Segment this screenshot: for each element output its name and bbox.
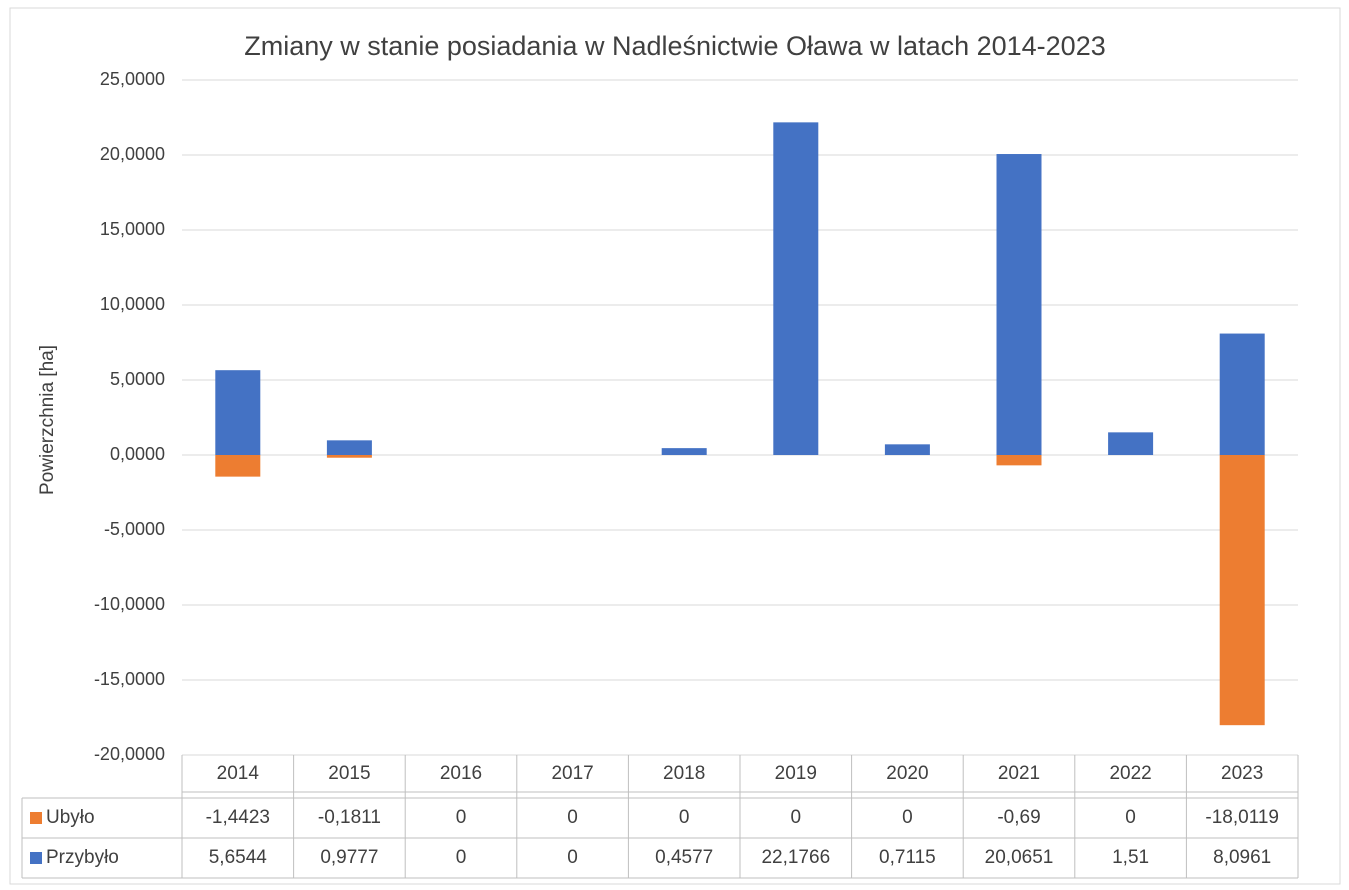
bar bbox=[884, 444, 930, 455]
bar bbox=[996, 154, 1042, 455]
x-tick-label: 2019 bbox=[775, 763, 817, 784]
x-tick-label: 2017 bbox=[551, 763, 593, 784]
table-cell: 0 bbox=[567, 847, 578, 868]
y-axis-label: Powierzchnia [ha] bbox=[37, 345, 58, 495]
table-cell: 0 bbox=[1125, 807, 1136, 828]
table-cell: -0,69 bbox=[997, 807, 1040, 828]
x-tick-label: 2016 bbox=[440, 763, 482, 784]
chart-title: Zmiany w stanie posiadania w Nadleśnictw… bbox=[244, 31, 1105, 61]
x-tick-label: 2022 bbox=[1109, 763, 1151, 784]
legend-key bbox=[30, 812, 42, 824]
table-cell: -1,4423 bbox=[206, 807, 270, 828]
bar bbox=[326, 455, 372, 458]
x-tick-label: 2021 bbox=[998, 763, 1040, 784]
y-tick-label: 20,0000 bbox=[100, 144, 165, 164]
bar bbox=[661, 448, 707, 455]
bar bbox=[996, 455, 1042, 466]
y-tick-label: -15,0000 bbox=[94, 669, 165, 689]
bar bbox=[326, 440, 372, 455]
y-tick-label: -20,0000 bbox=[94, 744, 165, 764]
legend-key bbox=[30, 852, 42, 864]
table-cell: -18,0119 bbox=[1205, 807, 1279, 828]
bar bbox=[215, 370, 261, 455]
table-cell: 0,4577 bbox=[655, 847, 713, 868]
bar bbox=[1219, 333, 1265, 455]
legend-label: Ubyło bbox=[46, 807, 95, 828]
table-cell: 8,0961 bbox=[1213, 847, 1271, 868]
table-cell: 0 bbox=[902, 807, 913, 828]
y-tick-label: 25,0000 bbox=[100, 69, 165, 89]
y-tick-label: 10,0000 bbox=[100, 294, 165, 314]
table-cell: 20,0651 bbox=[985, 847, 1054, 868]
bar bbox=[773, 122, 819, 455]
bar bbox=[1219, 455, 1265, 726]
table-cell: 0 bbox=[791, 807, 802, 828]
table-cell: 0,7115 bbox=[879, 847, 936, 868]
table-cell: 1,51 bbox=[1112, 847, 1149, 868]
y-tick-label: -10,0000 bbox=[94, 594, 165, 614]
bar bbox=[215, 455, 261, 477]
table-cell: -0,1811 bbox=[318, 807, 381, 828]
legend-label: Przybyło bbox=[46, 847, 119, 868]
table-cell: 0 bbox=[456, 807, 467, 828]
table-cell: 22,1766 bbox=[761, 847, 830, 868]
y-tick-label: 0,0000 bbox=[110, 444, 165, 464]
table-cell: 0 bbox=[679, 807, 690, 828]
y-tick-label: -5,0000 bbox=[104, 519, 165, 539]
table-cell: 0,9777 bbox=[320, 847, 378, 868]
table-cell: 0 bbox=[567, 807, 578, 828]
x-tick-label: 2014 bbox=[217, 763, 260, 784]
table-cell: 0 bbox=[456, 847, 467, 868]
x-tick-label: 2020 bbox=[886, 763, 928, 784]
table-cell: 5,6544 bbox=[209, 847, 268, 868]
bar bbox=[1108, 432, 1154, 455]
x-tick-label: 2023 bbox=[1221, 763, 1263, 784]
y-tick-label: 15,0000 bbox=[100, 219, 165, 239]
x-tick-label: 2015 bbox=[328, 763, 370, 784]
x-tick-label: 2018 bbox=[663, 763, 705, 784]
y-tick-label: 5,0000 bbox=[110, 369, 165, 389]
